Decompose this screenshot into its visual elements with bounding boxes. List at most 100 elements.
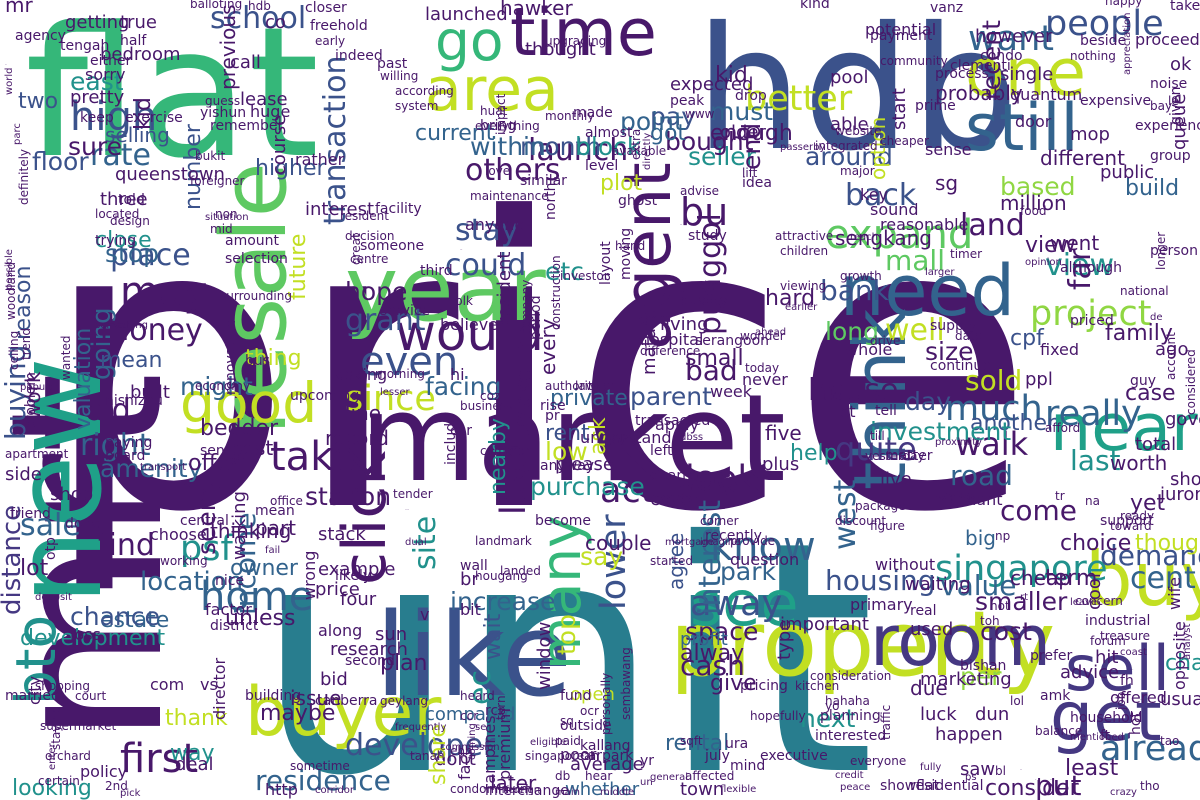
word-government: government <box>1165 409 1200 430</box>
word-back: back <box>845 178 917 213</box>
word-flat: flat <box>25 0 319 198</box>
word-leh: leh <box>225 453 246 469</box>
word-quarter: quarter <box>650 468 702 484</box>
word-room: room <box>870 600 1051 682</box>
word-worth: worth <box>1110 451 1167 475</box>
word-wrong: wrong <box>300 551 319 600</box>
word-offer: offer <box>188 451 240 476</box>
word-geylang: geylang <box>380 694 428 708</box>
word-month: month <box>520 132 601 161</box>
word-due: due <box>910 676 948 700</box>
word-le: le <box>1168 94 1179 108</box>
word-bad: bad <box>685 354 738 387</box>
word-married: married <box>5 688 60 704</box>
word-park: park <box>720 557 776 586</box>
word-longer: longer <box>1154 232 1168 270</box>
word-property: property <box>670 592 1055 697</box>
word-fact: fact <box>455 749 474 780</box>
word-tanah: tanah <box>410 749 445 763</box>
word-rich: rich <box>440 308 442 311</box>
word-based: based <box>1000 172 1075 201</box>
word-right: right <box>80 428 151 463</box>
word-sell: sell <box>1065 632 1170 705</box>
word-prefer: prefer <box>1030 648 1072 664</box>
word-condominium: condominium <box>450 782 532 796</box>
word-selection: selection <box>225 251 288 267</box>
word-agency: agency <box>15 28 66 44</box>
word-planning: planning <box>820 708 881 724</box>
word-bl: bl <box>995 764 1006 778</box>
word-idea: idea <box>742 175 772 191</box>
word-type: type <box>774 620 795 660</box>
word-happen: happen <box>935 724 1003 745</box>
word-middle: middle <box>600 787 634 798</box>
word-second: second <box>345 653 395 669</box>
word-block: block <box>575 132 642 161</box>
word-advise: advise <box>680 184 719 198</box>
word-pool: pool <box>830 67 868 88</box>
word-record: record <box>325 426 389 450</box>
word-saying: saying <box>935 489 974 503</box>
word-accept: accept <box>255 698 259 701</box>
word-walking: walking <box>229 491 250 560</box>
word-seem: seem <box>192 487 221 555</box>
word-www: www <box>685 107 715 121</box>
word-give: give <box>710 671 757 696</box>
word-traffic: traffic <box>879 705 893 740</box>
word-cheap: cheap <box>1010 566 1071 590</box>
word-matter: matter <box>885 448 933 464</box>
word-nice: nice <box>215 573 244 589</box>
word-used: used <box>910 619 953 640</box>
word-made: made <box>573 105 613 121</box>
word-even: even <box>360 339 458 385</box>
word-bishan: bishan <box>960 658 1006 674</box>
word-queenstown: queenstown <box>115 164 225 185</box>
word-parent: parent <box>630 382 712 411</box>
word-transaction: transaction <box>318 56 353 225</box>
word-west: west <box>828 479 863 550</box>
word-let: let <box>835 402 856 421</box>
word-primary: primary <box>850 595 913 614</box>
word-lot: lot <box>20 556 49 581</box>
word-co: co <box>265 12 286 33</box>
word-housing: housing <box>825 564 936 597</box>
word-ura: ura <box>725 736 748 752</box>
word-living: living <box>660 314 709 335</box>
word-mid: mid <box>210 222 233 236</box>
word-happy: happy <box>1105 0 1142 8</box>
word-bto: bto <box>4 615 68 705</box>
word-coming: coming <box>467 723 478 760</box>
word-selling: selling <box>105 123 170 147</box>
word-com: com <box>150 675 184 694</box>
word-love: love <box>485 164 510 178</box>
word-early: early <box>315 34 345 48</box>
word-decision: decision <box>345 229 394 243</box>
word-ago: ago <box>1155 339 1188 360</box>
word-around: around <box>805 142 893 171</box>
word-first: first <box>120 736 198 782</box>
word-wait: wait <box>460 248 463 251</box>
word-hawker: hawker <box>500 0 573 20</box>
word-bank: bank <box>820 274 890 307</box>
word-hmm: hmm <box>595 709 598 711</box>
word-system: system <box>395 99 438 113</box>
word-world: world <box>4 67 15 95</box>
word-yet: yet <box>1130 491 1166 516</box>
word-part: part <box>255 516 296 540</box>
word-cheaper: cheaper <box>880 134 929 148</box>
word-fail: fail <box>265 545 280 556</box>
word-mentioned: mentioned <box>1070 732 1124 743</box>
word-prime: prime <box>915 98 956 114</box>
word-surrounding: surrounding <box>220 289 292 303</box>
word-household: household <box>1070 710 1142 726</box>
word-food: food <box>1020 204 1047 218</box>
word-dual: dual <box>405 537 427 548</box>
word-prefer: prefer <box>1140 698 1144 701</box>
word-mrt: mrt <box>0 372 210 745</box>
word-director: director <box>210 657 229 720</box>
word-something: something <box>95 320 148 331</box>
word-buying: buying <box>0 345 32 440</box>
word-north: north <box>543 182 559 220</box>
word-along: along <box>318 621 362 640</box>
word-bay: bay <box>1150 99 1172 113</box>
